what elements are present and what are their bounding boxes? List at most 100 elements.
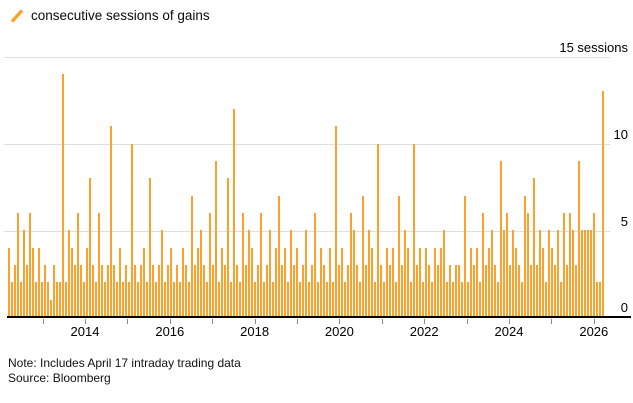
bar [461,282,464,317]
bar [407,247,410,317]
bar [452,282,455,317]
bar [563,212,566,317]
bar [56,282,59,317]
bar [50,299,53,317]
bar [158,264,161,317]
bar [542,247,545,317]
bar [494,264,497,317]
bar [134,264,137,317]
bar [41,282,44,317]
x-tick-2020 [339,319,341,324]
bar [122,282,125,317]
bar [92,264,95,317]
gridline-10 [4,144,610,145]
bar [47,282,50,317]
bar [515,247,518,317]
bar [458,264,461,317]
gridline-15 [4,57,610,58]
bar [509,264,512,317]
bar [365,264,368,317]
bar [302,264,305,317]
bar [242,212,245,317]
bar [386,247,389,317]
bar [482,212,485,317]
bar [410,282,413,317]
bar [491,230,494,317]
bar [188,282,191,317]
bar [128,282,131,317]
bar [434,247,437,317]
bar [263,282,266,317]
bar [248,230,251,317]
bar [161,230,164,317]
bar [281,264,284,317]
chart-footer: Note: Includes April 17 intraday trading… [8,356,241,386]
bar [395,282,398,317]
bar [578,160,581,317]
bar [503,230,506,317]
bar [227,178,230,317]
bar [317,282,320,317]
bar [209,212,212,317]
bar [449,264,452,317]
bar [254,282,257,317]
bar [110,126,113,317]
bar [140,264,143,317]
bar [224,264,227,317]
bar [572,230,575,317]
bar [401,264,404,317]
bar [467,282,470,317]
bar [299,282,302,317]
x-tick-2015 [127,319,129,324]
bar [512,230,515,317]
x-tick-2013 [42,319,44,324]
bar [332,282,335,317]
bar [176,264,179,317]
bar [164,282,167,317]
bar [524,195,527,317]
bar [137,282,140,317]
bar [215,160,218,317]
bar [596,282,599,317]
bar [218,282,221,317]
bar [89,178,92,317]
bar [443,230,446,317]
x-axis-label-2024: 2024 [494,324,524,339]
bar [116,282,119,317]
bar [287,282,290,317]
bar [107,264,110,317]
bar [557,230,560,317]
bar [554,264,557,317]
bar [104,282,107,317]
bar [314,212,317,317]
bar [125,264,128,317]
bar [119,247,122,317]
legend-label: consecutive sessions of gains [31,8,210,23]
legend: consecutive sessions of gains [10,8,210,23]
bar [437,264,440,317]
bar [131,143,134,317]
x-tick-2024 [509,319,510,324]
bar [323,264,326,317]
bar [251,247,254,317]
bar [62,74,65,317]
bar [548,230,551,317]
bar [569,212,572,317]
bar [23,230,26,317]
x-tick-2018 [254,319,256,324]
bar [335,126,338,317]
bar [455,264,458,317]
bar [440,247,443,317]
bar [539,230,542,317]
bar [551,247,554,317]
x-tick-2022 [424,319,426,324]
bar [44,264,47,317]
bar [146,282,149,317]
bar [167,264,170,317]
x-tick-2023 [466,319,468,324]
bar [59,282,62,317]
bar [35,282,38,317]
bar [380,264,383,317]
bar [275,247,278,317]
bar [521,282,524,317]
